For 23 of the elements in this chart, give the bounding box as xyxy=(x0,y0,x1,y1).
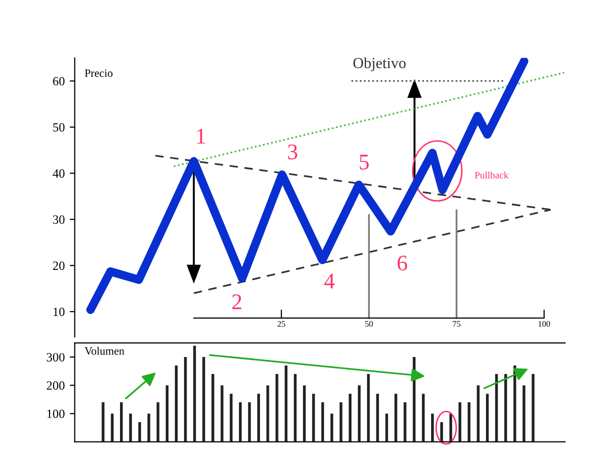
x-tick-label: 25 xyxy=(278,321,286,327)
annotation: 2 xyxy=(232,294,242,310)
y-tick-label: 200 xyxy=(46,381,65,390)
y-tick-label: 20 xyxy=(53,262,65,270)
y-tick-label: 60 xyxy=(53,77,65,86)
y-tick-label: 300 xyxy=(46,353,65,362)
annotation: 3 xyxy=(288,144,298,160)
x-tick-label: 75 xyxy=(452,321,460,327)
annotation: 5 xyxy=(360,154,369,170)
y-tick-label: 40 xyxy=(52,169,65,178)
annotation: 4 xyxy=(324,274,335,288)
annotation: 1 xyxy=(197,128,206,144)
annotation: Objetivo xyxy=(353,57,406,72)
x-tick-label: 50 xyxy=(365,321,373,327)
y-axis-title: Volumen xyxy=(84,346,124,355)
annotation: Pullback xyxy=(474,172,509,178)
y-axis-title: Precio xyxy=(84,69,112,77)
y-tick-label: 10 xyxy=(54,308,65,316)
annotation: 6 xyxy=(398,256,408,271)
y-tick-label: 50 xyxy=(53,123,65,132)
x-tick-label: 100 xyxy=(538,321,550,327)
y-tick-label: 30 xyxy=(53,215,65,224)
y-tick-label: 100 xyxy=(47,410,65,418)
